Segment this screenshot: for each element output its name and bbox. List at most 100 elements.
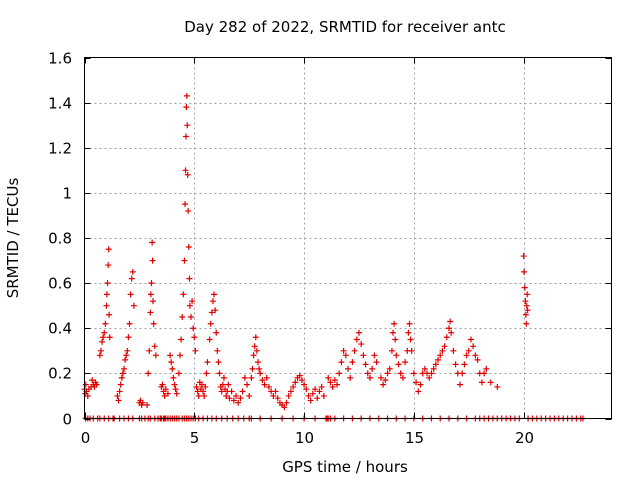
data-point — [415, 388, 422, 395]
data-point — [314, 395, 321, 402]
data-point — [129, 268, 136, 275]
data-point — [305, 392, 312, 399]
data-point — [147, 309, 154, 316]
data-point — [329, 383, 336, 390]
data-point — [336, 370, 343, 377]
data-point — [151, 343, 158, 350]
data-point — [270, 392, 277, 399]
data-point — [301, 381, 308, 388]
data-point — [105, 262, 112, 269]
data-point — [162, 386, 169, 393]
data-point — [524, 307, 531, 314]
data-point — [430, 365, 437, 372]
data-point — [362, 361, 369, 368]
data-point — [292, 379, 299, 386]
y-tick-label: 1.2 — [48, 140, 72, 158]
data-point — [393, 352, 400, 359]
data-point — [233, 392, 240, 399]
data-point — [170, 374, 177, 381]
data-point — [246, 392, 253, 399]
data-point — [407, 336, 414, 343]
data-point — [405, 329, 412, 336]
data-point — [237, 395, 244, 402]
data-point — [241, 374, 248, 381]
data-point — [200, 388, 207, 395]
data-point — [521, 284, 528, 291]
data-point — [223, 392, 230, 399]
data-point — [523, 302, 530, 309]
data-point — [259, 377, 266, 384]
data-point — [235, 399, 242, 406]
data-point — [180, 291, 187, 298]
chart-title: Day 282 of 2022, SRMTID for receiver ant… — [184, 18, 505, 36]
data-point — [254, 359, 261, 366]
data-point — [257, 370, 264, 377]
data-point — [353, 336, 360, 343]
data-point — [105, 246, 112, 253]
data-point — [384, 370, 391, 377]
data-point — [252, 334, 259, 341]
data-point — [283, 399, 290, 406]
data-point — [101, 329, 108, 336]
data-point — [228, 388, 235, 395]
data-point — [520, 253, 527, 260]
data-point — [191, 334, 198, 341]
data-point — [342, 352, 349, 359]
y-tick-label: 1.6 — [48, 50, 72, 68]
data-point — [371, 352, 378, 359]
data-point — [408, 347, 415, 354]
data-point — [119, 370, 126, 377]
grid — [84, 57, 612, 419]
data-point — [340, 347, 347, 354]
data-point — [147, 291, 154, 298]
data-point — [467, 336, 474, 343]
data-point — [281, 404, 288, 411]
data-point — [327, 379, 334, 386]
data-point — [186, 302, 193, 309]
data-point — [382, 377, 389, 384]
data-point — [127, 291, 134, 298]
data-point — [125, 334, 132, 341]
data-point — [307, 397, 314, 404]
ticks — [84, 57, 612, 420]
data-point — [84, 392, 91, 399]
x-tick-label: 10 — [295, 429, 314, 447]
data-point — [256, 365, 263, 372]
data-point — [239, 388, 246, 395]
data-point — [104, 280, 111, 287]
data-point — [212, 307, 219, 314]
data-point — [392, 336, 399, 343]
data-point — [150, 298, 157, 305]
data-point — [441, 343, 448, 350]
data-point — [195, 392, 202, 399]
data-point — [122, 356, 129, 363]
data-point — [182, 167, 189, 174]
data-point — [161, 392, 168, 399]
data-point — [522, 298, 529, 305]
x-axis-label: GPS time / hours — [282, 458, 408, 476]
data-point — [207, 320, 214, 327]
data-point — [296, 372, 303, 379]
data-point — [187, 313, 194, 320]
data-point — [272, 388, 279, 395]
data-point — [248, 374, 255, 381]
data-point — [121, 365, 128, 372]
data-point — [391, 320, 398, 327]
data-point — [89, 377, 96, 384]
data-point — [474, 356, 481, 363]
data-point — [417, 381, 424, 388]
data-point — [169, 365, 176, 372]
data-point — [309, 390, 316, 397]
data-point — [399, 374, 406, 381]
data-point — [373, 359, 380, 366]
x-tick-label: 15 — [405, 429, 424, 447]
data-point — [446, 325, 453, 332]
data-point — [219, 381, 226, 388]
data-point — [213, 329, 220, 336]
data-point — [82, 381, 89, 388]
data-point — [377, 374, 384, 381]
data-point — [351, 347, 358, 354]
data-point — [325, 374, 332, 381]
data-point — [164, 390, 171, 397]
